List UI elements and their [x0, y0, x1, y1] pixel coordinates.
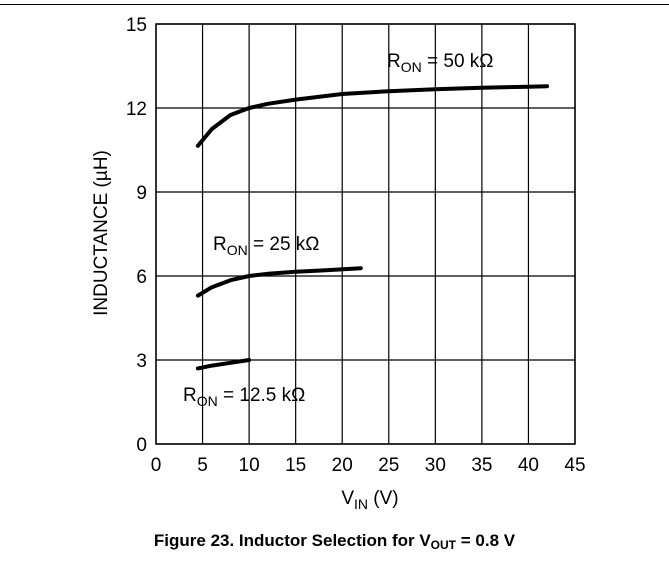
x-tick-label: 10	[239, 455, 260, 476]
figure-caption: Figure 23. Inductor Selection for VOUT =…	[153, 531, 516, 552]
top-rule	[0, 4, 669, 5]
y-tick-label: 12	[126, 99, 147, 120]
x-tick-label: 25	[378, 455, 399, 476]
series-labels: RON = 50 kΩ RON = 25 kΩ RON = 12.5 kΩ	[183, 51, 494, 409]
series-label: RON = 50 kΩ	[387, 51, 494, 75]
x-tick-label: 40	[518, 455, 539, 476]
x-tick-labels: 0 5 10 15 20 25 30 35 40 45	[151, 455, 586, 476]
plot-frame	[155, 23, 576, 445]
x-axis-title: VIN (V)	[341, 488, 398, 512]
x-tick-label: 0	[151, 455, 162, 476]
y-tick-label: 15	[126, 15, 147, 36]
x-tick-label: 30	[425, 455, 446, 476]
series-line	[195, 358, 252, 371]
series-label: RON = 25 kΩ	[213, 234, 320, 258]
x-tick-label: 5	[197, 455, 208, 476]
y-tick-label: 9	[136, 183, 147, 204]
y-tick-label: 0	[136, 435, 147, 456]
series-label: RON = 12.5 kΩ	[183, 385, 305, 409]
series-lines	[195, 84, 550, 371]
y-tick-label: 3	[136, 351, 147, 372]
x-tick-label: 20	[332, 455, 353, 476]
y-tick-label: 6	[136, 267, 147, 288]
x-tick-label: 35	[471, 455, 492, 476]
series-line	[195, 84, 550, 148]
y-axis-title: INDUCTANCE (µH)	[91, 150, 112, 316]
x-tick-label: 45	[564, 455, 585, 476]
y-tick-labels: 0 3 6 9 12 15	[126, 15, 147, 456]
x-tick-label: 15	[285, 455, 306, 476]
series-line	[195, 266, 363, 298]
